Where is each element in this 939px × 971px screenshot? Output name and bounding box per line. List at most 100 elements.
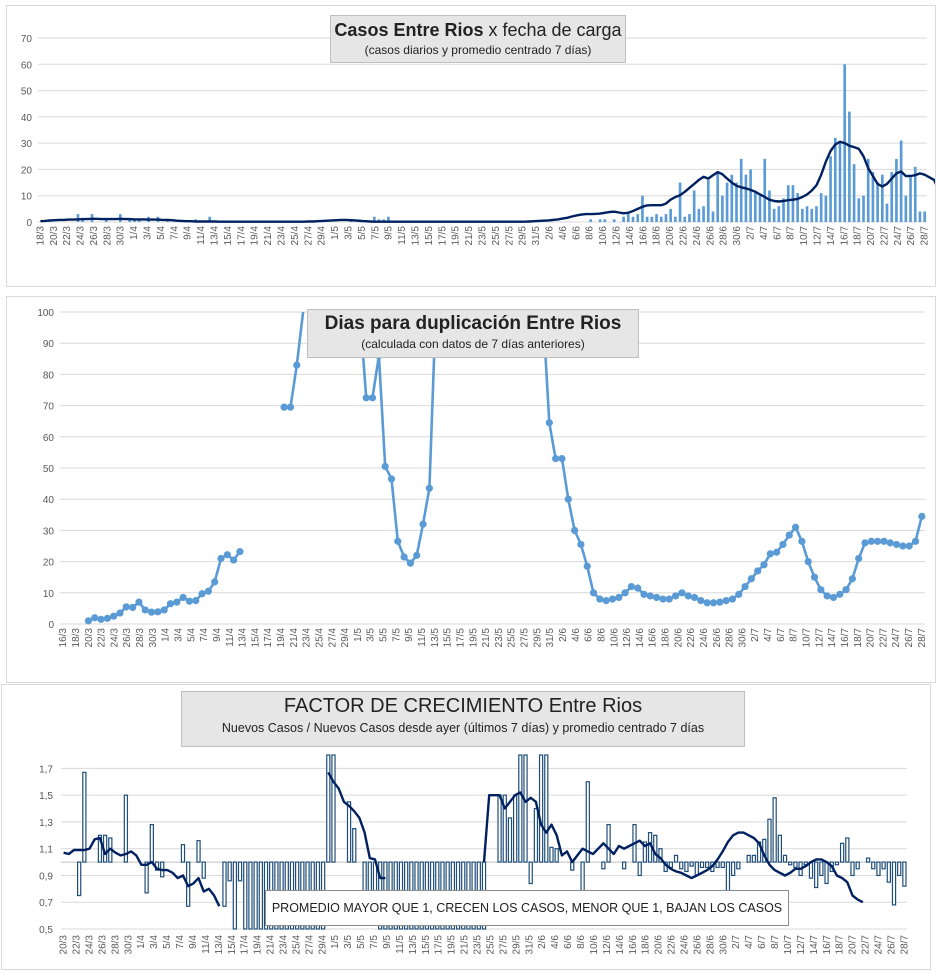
daily-case-bar [862,195,865,222]
doubling-point [791,523,800,531]
y-tick-label: 60 [43,433,55,444]
cases-chart-title-box: Casos Entre Rios x fecha de carga (casos… [330,15,626,63]
x-tick-label: 7/4 [169,226,180,240]
doubling-point [97,615,105,623]
daily-case-bar [706,179,710,222]
y-tick-label: 1,7 [39,764,53,775]
doubling-point [735,590,743,598]
x-tick-label: 23/5 [494,628,505,648]
daily-case-bar [688,214,691,222]
x-tick-label: 14/7 [827,628,838,648]
daily-case-bar [598,219,602,222]
y-tick-label: 0,5 [39,925,53,936]
x-tick-label: 27/4 [304,935,315,955]
x-tick-label: 19/5 [468,628,479,648]
x-tick-label: 10/7 [799,226,810,246]
daily-case-bar [815,206,818,222]
x-tick-label: 9/4 [183,226,194,240]
x-tick-label: 8/7 [770,935,781,949]
growth-factor-bar [507,817,513,863]
x-tick-label: 24/6 [699,628,710,648]
daily-case-bar [918,211,922,222]
daily-case-bar [735,182,738,222]
doubling-point [886,539,894,547]
x-tick-label: 20/7 [866,628,877,648]
x-tick-label: 4/6 [550,935,561,949]
x-tick-label: 16/7 [840,628,851,648]
growth-factor-bar [180,844,186,863]
x-tick-label: 4/7 [763,628,774,642]
x-tick-label: 25/5 [491,226,502,246]
growth-factor-bar [720,861,725,869]
doubling-point [905,542,913,550]
x-tick-label: 14/7 [826,226,837,246]
doubling-point [589,589,598,597]
x-tick-label: 29/4 [340,628,351,648]
doubling-point [810,573,819,581]
growth-factor-bar [881,861,886,870]
x-tick-label: 23/4 [302,628,313,648]
x-tick-label: 6/6 [563,935,574,949]
x-tick-label: 11/5 [395,935,406,954]
x-tick-label: 9/5 [382,935,393,949]
daily-case-bar [824,195,828,222]
x-tick-label: 5/5 [357,226,368,240]
doubling-point [596,595,604,603]
x-tick-label: 15/4 [250,628,261,648]
x-tick-label: 20/6 [673,628,684,648]
y-tick-label: 100 [37,308,54,319]
x-tick-label: 16/7 [822,935,833,955]
doubling-point [558,455,566,463]
growth-factor-bar [331,754,336,863]
x-tick-label: 7/5 [369,935,380,949]
daily-case-bar [664,214,668,222]
growth-factor-bar [585,781,590,863]
doubling-point [817,586,825,594]
x-tick-label: 13/5 [430,628,441,648]
x-tick-label: 26/6 [712,628,723,648]
doubling-point [362,394,370,402]
daily-case-bar [645,216,649,222]
x-tick-label: 17/5 [455,628,466,648]
x-tick-label: 23/5 [473,935,484,955]
daily-case-bar [631,216,635,222]
x-tick-label: 24/7 [893,226,904,246]
growth-factor-bar [746,854,751,863]
x-tick-label: 1/5 [353,628,364,642]
growth-factor-bar [865,857,871,863]
daily-case-bar [702,206,705,222]
x-tick-label: 23/4 [278,935,289,955]
daily-case-bar [819,193,823,222]
growth-factor-bar [772,797,777,863]
x-tick-label: 17/4 [236,226,247,246]
doubling-point [874,537,882,545]
x-tick-label: 24/3 [84,935,95,955]
x-tick-label: 7/5 [391,628,402,642]
x-tick-label: 4/7 [744,935,755,949]
x-tick-label: 25/4 [314,628,325,648]
y-tick-label: 0 [48,620,54,631]
doubling-point [728,595,737,603]
growth-factor-bar [751,854,757,863]
x-tick-label: 27/4 [303,226,314,246]
doubling-point [615,593,623,602]
y-tick-label: 60 [21,60,33,71]
x-tick-label: 17/5 [434,935,445,955]
doubling-point [103,614,111,622]
x-tick-label: 28/6 [725,628,736,648]
growth-factor-bar [679,861,684,870]
growth-factor-bar [232,861,238,930]
x-tick-label: 8/6 [585,226,596,240]
x-tick-label: 21/4 [263,226,274,246]
x-tick-label: 12/7 [814,628,825,648]
x-tick-label: 10/7 [783,935,794,955]
x-tick-label: 7/5 [370,226,381,240]
daily-case-bar [716,172,720,222]
x-tick-label: 15/4 [223,226,234,246]
doubling-point [413,551,421,559]
doubling-chart-subtitle: (calculada con datos de 7 días anteriore… [361,337,585,351]
y-tick-label: 70 [21,34,33,45]
growth-factor-bar [699,861,705,869]
y-tick-label: 1,3 [39,818,53,829]
x-tick-label: 21/5 [460,935,471,955]
